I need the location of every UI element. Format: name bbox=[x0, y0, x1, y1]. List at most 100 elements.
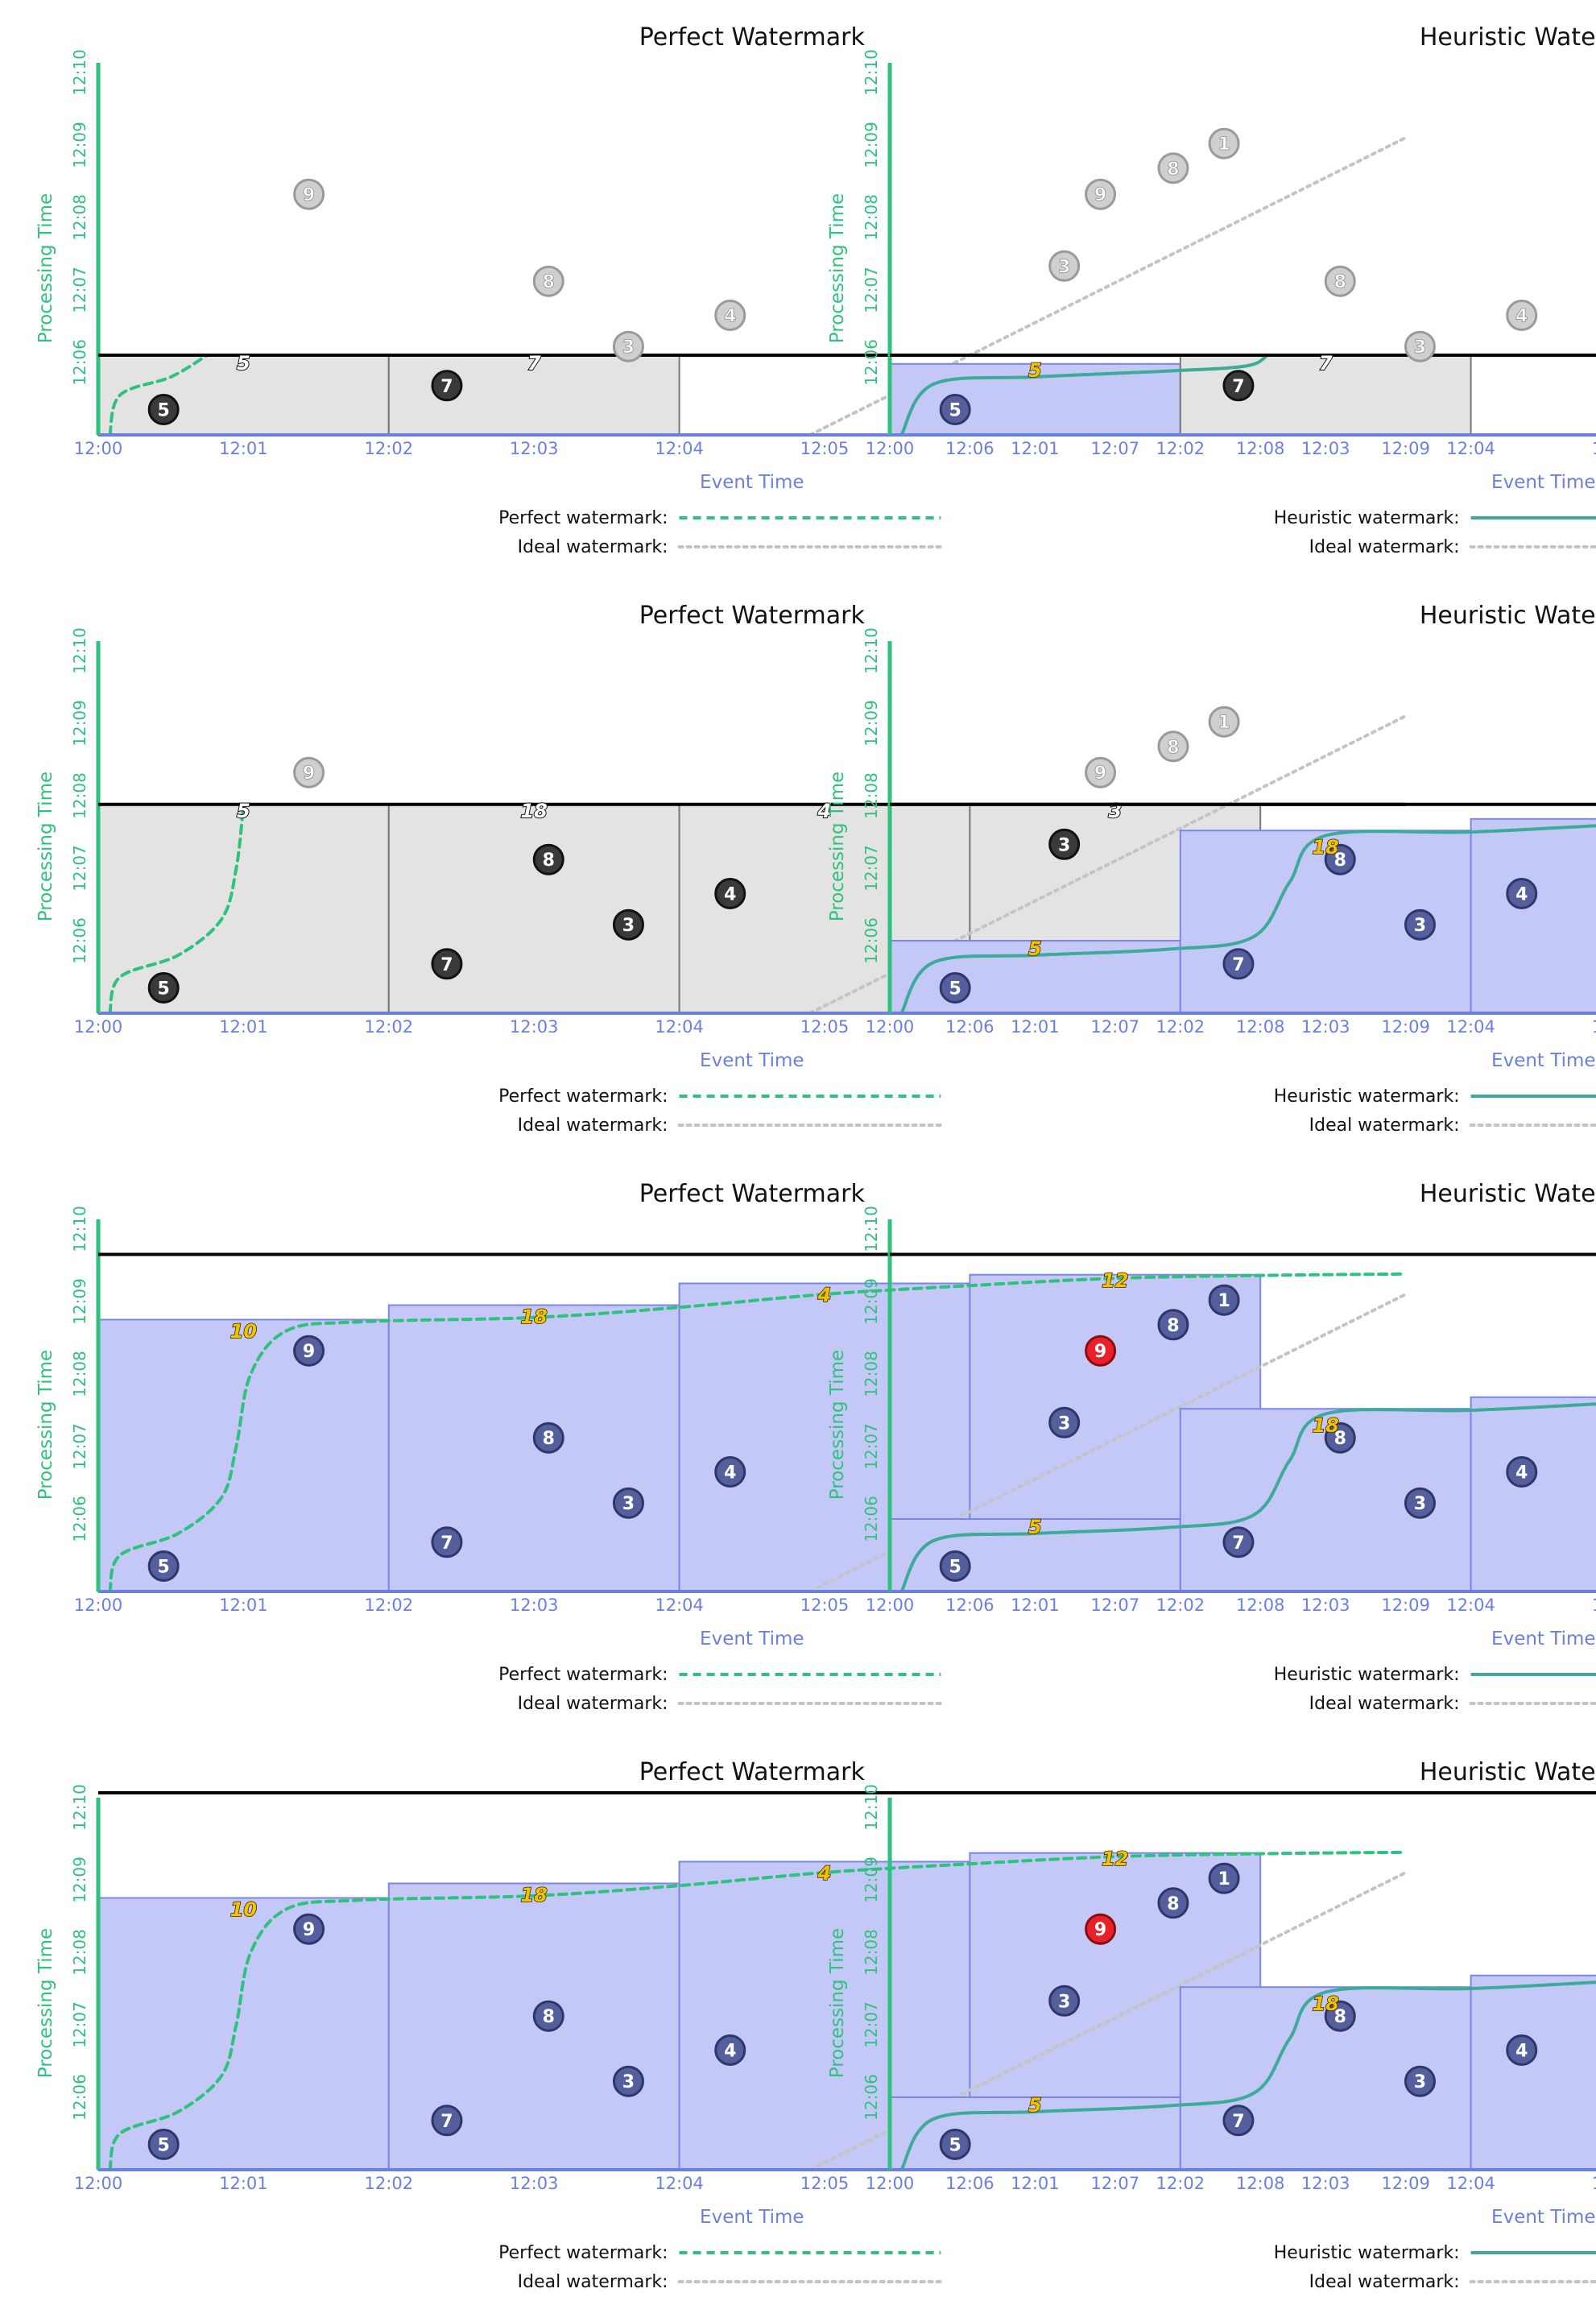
datum-emitted: 3 bbox=[1048, 1406, 1081, 1438]
panel-p4-heuristic: Heuristic Watermark 12:00 12:01 12:02 12:03 1… bbox=[827, 1758, 1596, 2292]
x-tick-label: 12:07 bbox=[1091, 439, 1140, 458]
datum-circle bbox=[1085, 178, 1117, 210]
legend-watermark-label: Heuristic watermark: bbox=[1274, 1086, 1460, 1107]
datum-circle bbox=[1048, 828, 1081, 860]
datum-emitted: 3 bbox=[1404, 2065, 1436, 2097]
x-tick-label: 12:05 bbox=[800, 1017, 850, 1037]
datum-processed: 3 bbox=[1048, 828, 1081, 860]
x-tick-label: 12:05 bbox=[800, 1595, 850, 1615]
datum-circle bbox=[431, 948, 463, 980]
datum-value: 5 bbox=[949, 979, 961, 1000]
legend-ideal-label: Ideal watermark: bbox=[518, 2272, 668, 2292]
x-tick-label: 12:09 bbox=[1381, 439, 1430, 458]
datum-future: 8 bbox=[532, 265, 564, 297]
y-tick-label: 12:08 bbox=[862, 1351, 881, 1397]
datum-circle bbox=[612, 1487, 644, 1519]
x-tick-label: 12:09 bbox=[1381, 1595, 1430, 1615]
datum-circle bbox=[147, 394, 180, 425]
datum-circle bbox=[1208, 1284, 1240, 1316]
datum-emitted: 4 bbox=[1506, 878, 1538, 909]
datum-value: 5 bbox=[158, 1558, 170, 1578]
datum-future: 3 bbox=[612, 330, 644, 362]
datum-value: 9 bbox=[303, 764, 315, 784]
x-tick-label: 12:00 bbox=[866, 439, 915, 458]
panel-title: Heuristic Watermark bbox=[1420, 1758, 1596, 1786]
emitted-result-label: 5 bbox=[1028, 2094, 1042, 2117]
datum-future: 9 bbox=[293, 756, 325, 788]
x-tick-label: 12:03 bbox=[510, 439, 559, 458]
y-tick-label: 12:06 bbox=[70, 2074, 89, 2121]
datum-future: 1 bbox=[1208, 127, 1240, 159]
datum-value: 3 bbox=[622, 916, 635, 936]
x-tick-label: 12:01 bbox=[1011, 439, 1060, 458]
emitted-window-pane bbox=[1470, 1974, 1596, 2171]
datum-emitted: 8 bbox=[1157, 1887, 1189, 1919]
panel-p1-heuristic: Heuristic Watermark 12:00 12:01 12:02 12:03 1… bbox=[827, 23, 1596, 557]
datum-circle bbox=[1208, 706, 1240, 738]
emitted-result-label: 18 bbox=[1312, 1993, 1338, 2015]
y-tick-label: 12:09 bbox=[70, 122, 89, 168]
heuristic-watermark-line bbox=[899, 354, 1270, 437]
datum-value: 3 bbox=[1414, 2072, 1426, 2092]
x-tick-label: 12:05 bbox=[1592, 439, 1596, 458]
perfect-watermark-line bbox=[108, 802, 246, 1015]
perfect-watermark-line bbox=[108, 1272, 1408, 1593]
x-axis-label: Event Time bbox=[700, 472, 804, 493]
datum-emitted: 3 bbox=[1404, 908, 1436, 941]
emitted-window-pane bbox=[97, 1897, 390, 2171]
datum-emitted: 5 bbox=[939, 972, 971, 1004]
datum-value: 1 bbox=[1218, 1291, 1230, 1311]
x-tick-label: 12:01 bbox=[219, 1017, 268, 1037]
legend-ideal-label: Ideal watermark: bbox=[1309, 1694, 1460, 1714]
emitted-result-label: 5 bbox=[1028, 1516, 1042, 1538]
legend-watermark-label: Perfect watermark: bbox=[498, 2243, 668, 2263]
y-tick-label: 12:10 bbox=[70, 627, 89, 674]
emitted-result-label: 12 bbox=[1102, 1848, 1128, 1870]
datum-value: 1 bbox=[1218, 135, 1230, 155]
legend-watermark-label: Perfect watermark: bbox=[498, 1086, 668, 1107]
emitted-window-pane bbox=[387, 1304, 680, 1592]
y-tick-label: 12:06 bbox=[862, 1496, 881, 1542]
datum-emitted: 9 bbox=[293, 1335, 325, 1367]
pending-result-label: 5 bbox=[237, 352, 250, 375]
datum-emitted: 7 bbox=[431, 1526, 463, 1558]
datum-value: 9 bbox=[1094, 1920, 1106, 1940]
datum-emitted: 7 bbox=[1222, 1526, 1255, 1558]
pending-result-label: 18 bbox=[520, 800, 547, 822]
datum-circle bbox=[612, 2065, 644, 2097]
x-tick-label: 12:05 bbox=[800, 2174, 850, 2193]
pending-window-pane bbox=[97, 803, 390, 1014]
legend-watermark-label: Heuristic watermark: bbox=[1274, 2243, 1460, 2263]
datum-circle bbox=[1404, 908, 1436, 941]
x-axis-label: Event Time bbox=[1491, 472, 1596, 493]
datum-emitted: 5 bbox=[939, 1550, 971, 1582]
x-tick-label: 12:04 bbox=[1446, 2174, 1495, 2193]
emitted-window-pane bbox=[387, 1882, 680, 2171]
pending-window-pane bbox=[387, 803, 680, 1014]
datum-value: 7 bbox=[1232, 2112, 1244, 2132]
y-axis-label: Processing Time bbox=[827, 1350, 848, 1500]
datum-emitted: 7 bbox=[1222, 948, 1255, 980]
datum-value: 8 bbox=[1167, 738, 1179, 758]
datum-circle bbox=[431, 370, 463, 402]
datum-circle bbox=[1506, 1456, 1538, 1488]
y-tick-label: 12:09 bbox=[70, 1278, 89, 1325]
datum-value: 8 bbox=[1334, 2007, 1346, 2027]
x-tick-label: 12:04 bbox=[655, 2174, 704, 2193]
y-tick-label: 12:10 bbox=[70, 1784, 89, 1831]
x-tick-label: 12:02 bbox=[1156, 1595, 1205, 1615]
datum-value: 4 bbox=[724, 1463, 736, 1484]
y-axis-label: Processing Time bbox=[35, 1350, 56, 1500]
x-tick-label: 12:05 bbox=[1592, 2174, 1596, 2193]
x-tick-label: 12:00 bbox=[866, 1595, 915, 1615]
datum-circle bbox=[147, 972, 180, 1004]
panel-p3-perfect: Perfect Watermark 12:00 12:01 12:02 12:03 12:… bbox=[35, 1180, 1430, 1714]
datum-circle bbox=[1506, 2034, 1538, 2066]
x-tick-label: 12:03 bbox=[510, 1595, 559, 1615]
emitted-window-pane bbox=[1470, 817, 1596, 1014]
x-tick-label: 12:06 bbox=[945, 1595, 994, 1615]
y-tick-label: 12:09 bbox=[862, 122, 881, 168]
x-tick-label: 12:01 bbox=[1011, 1017, 1060, 1037]
datum-emitted: 8 bbox=[1157, 1309, 1189, 1341]
